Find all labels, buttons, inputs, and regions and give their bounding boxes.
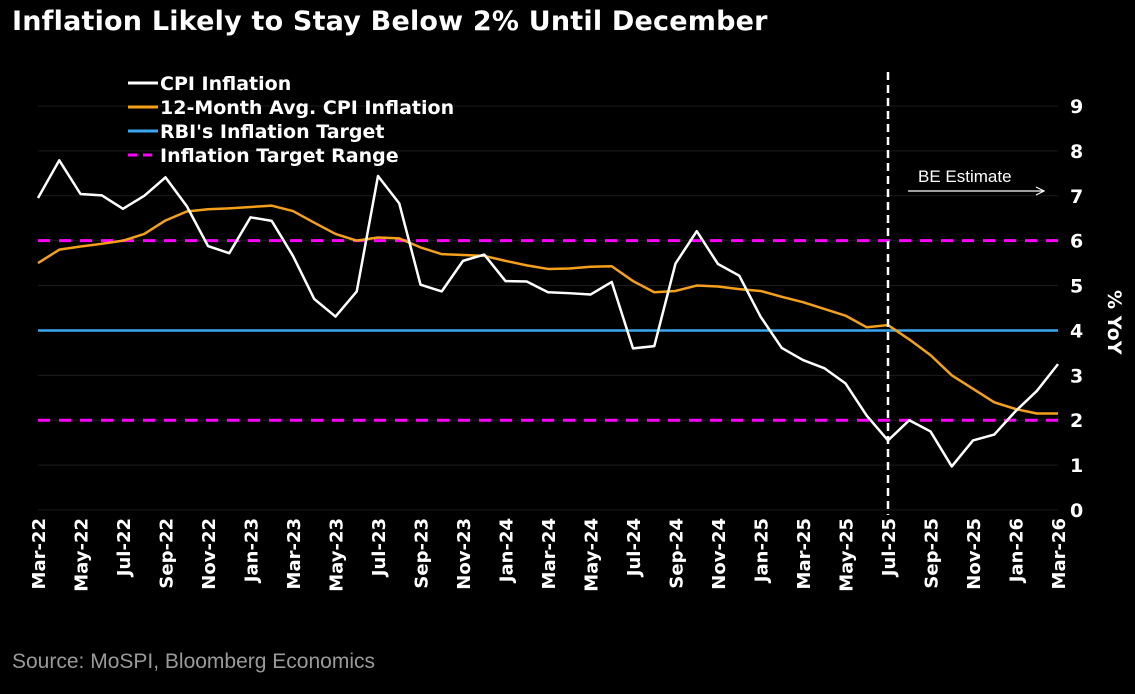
- x-tick-label: Jul-25: [879, 518, 900, 578]
- y-tick-label: 1: [1070, 455, 1083, 477]
- x-tick-label: Jul-22: [114, 518, 135, 578]
- y-tick-label: 8: [1070, 141, 1083, 163]
- y-tick-label: 5: [1070, 276, 1083, 298]
- x-tick-label: Jan-23: [242, 518, 263, 584]
- y-tick-label: 2: [1070, 410, 1083, 432]
- y-tick-label: 6: [1070, 231, 1083, 253]
- x-tick-label: May-22: [72, 518, 93, 592]
- chart-title: Inflation Likely to Stay Below 2% Until …: [12, 6, 768, 37]
- annotation-be-estimate: BE Estimate: [918, 167, 1012, 186]
- x-tick-label: Jul-24: [624, 518, 645, 578]
- x-tick-label: Sep-25: [922, 518, 943, 589]
- chart-source: Source: MoSPI, Bloomberg Economics: [12, 650, 375, 673]
- legend-label: RBI's Inflation Target: [160, 121, 384, 143]
- x-tick-label: May-23: [327, 518, 348, 592]
- x-tick-label: Mar-24: [539, 518, 560, 589]
- annotation-arrow-head: [1035, 186, 1046, 196]
- legend-label: 12-Month Avg. CPI Inflation: [160, 97, 454, 119]
- x-tick-label: Jan-26: [1007, 518, 1028, 584]
- x-tick-label: Sep-22: [157, 518, 178, 589]
- x-tick-label: Nov-24: [709, 518, 730, 590]
- x-tick-label: Jan-24: [497, 518, 518, 584]
- y-tick-label: 0: [1070, 500, 1083, 522]
- legend-label: CPI Inflation: [160, 73, 291, 95]
- x-tick-label: May-24: [582, 518, 603, 592]
- x-tick-label: Sep-24: [667, 518, 688, 589]
- x-tick-label: Nov-23: [454, 518, 475, 590]
- x-tick-label: Mar-23: [284, 518, 305, 589]
- y-tick-label: 9: [1070, 96, 1083, 118]
- x-tick-label: Mar-26: [1049, 518, 1070, 589]
- x-tick-label: Mar-25: [794, 518, 815, 589]
- x-tick-label: Mar-22: [29, 518, 50, 589]
- y-axis-label: % YoY: [1103, 290, 1125, 355]
- y-tick-label: 3: [1070, 365, 1083, 387]
- legend-label: Inflation Target Range: [160, 145, 399, 167]
- x-tick-label: Jul-23: [369, 518, 390, 578]
- x-tick-label: Nov-25: [964, 518, 985, 590]
- x-tick-label: Sep-23: [412, 518, 433, 589]
- x-tick-label: Jan-25: [752, 518, 773, 584]
- x-tick-label: May-25: [837, 518, 858, 592]
- avg-cpi-line: [37, 204, 1058, 415]
- x-tick-label: Nov-22: [199, 518, 220, 590]
- y-tick-label: 4: [1070, 320, 1083, 342]
- y-tick-label: 7: [1070, 186, 1083, 208]
